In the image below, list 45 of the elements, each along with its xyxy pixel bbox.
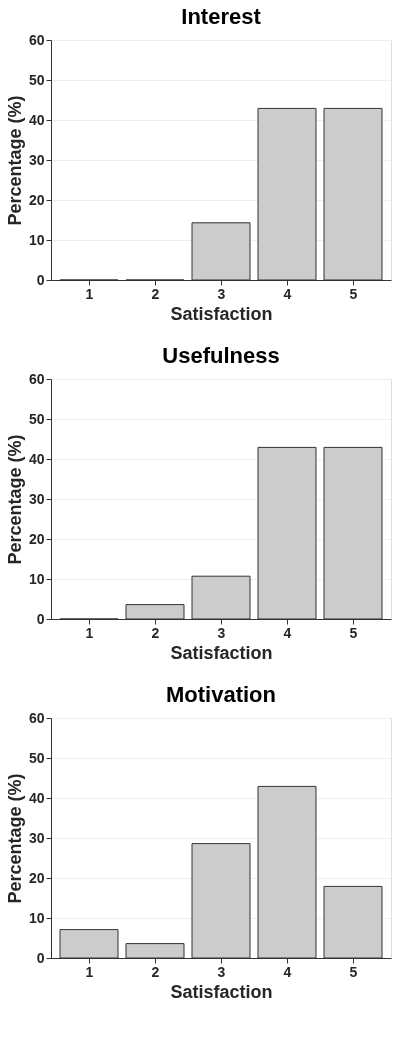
chart-title: Usefulness <box>162 343 280 368</box>
y-tick-label: 0 <box>36 271 45 288</box>
y-tick-label: 50 <box>28 749 45 766</box>
y-tick-label: 30 <box>28 490 45 507</box>
y-tick-label: 20 <box>28 869 45 886</box>
x-tick-label: 4 <box>283 963 292 980</box>
x-tick-label: 2 <box>151 624 160 641</box>
chart-title: Motivation <box>166 682 276 707</box>
y-axis-title: Percentage (%) <box>4 95 25 226</box>
y-tick-label: 60 <box>28 370 45 387</box>
y-tick-label: 0 <box>36 610 45 627</box>
y-tick-label: 50 <box>28 71 45 88</box>
chart-title: Interest <box>181 4 262 29</box>
x-tick-label: 1 <box>85 963 94 980</box>
y-tick-label: 60 <box>28 709 45 726</box>
y-tick-label: 40 <box>28 111 45 128</box>
x-tick-label: 5 <box>349 963 358 980</box>
y-tick-label: 30 <box>28 151 45 168</box>
x-tick-label: 1 <box>85 624 94 641</box>
x-tick-label: 2 <box>151 963 160 980</box>
x-tick-label: 4 <box>283 285 292 302</box>
x-tick-label: 3 <box>217 963 226 980</box>
x-tick-label: 4 <box>283 624 292 641</box>
x-tick-label: 3 <box>217 624 226 641</box>
y-tick-label: 20 <box>28 191 45 208</box>
x-tick-label: 1 <box>85 285 94 302</box>
x-tick-label: 5 <box>349 285 358 302</box>
y-tick-label: 10 <box>28 231 45 248</box>
y-tick-label: 20 <box>28 530 45 547</box>
y-tick-label: 40 <box>28 450 45 467</box>
x-axis-title: Satisfaction <box>170 303 273 324</box>
x-axis-title: Satisfaction <box>170 981 273 1002</box>
y-tick-label: 10 <box>28 909 45 926</box>
y-tick-label: 10 <box>28 570 45 587</box>
y-axis-title: Percentage (%) <box>4 434 25 565</box>
y-axis-title: Percentage (%) <box>4 773 25 904</box>
x-axis-title: Satisfaction <box>170 642 273 663</box>
x-tick-label: 5 <box>349 624 358 641</box>
x-tick-label: 2 <box>151 285 160 302</box>
y-tick-label: 50 <box>28 410 45 427</box>
y-tick-label: 30 <box>28 829 45 846</box>
y-tick-label: 0 <box>36 949 45 966</box>
x-tick-label: 3 <box>217 285 226 302</box>
y-tick-label: 60 <box>28 31 45 48</box>
y-tick-label: 40 <box>28 789 45 806</box>
